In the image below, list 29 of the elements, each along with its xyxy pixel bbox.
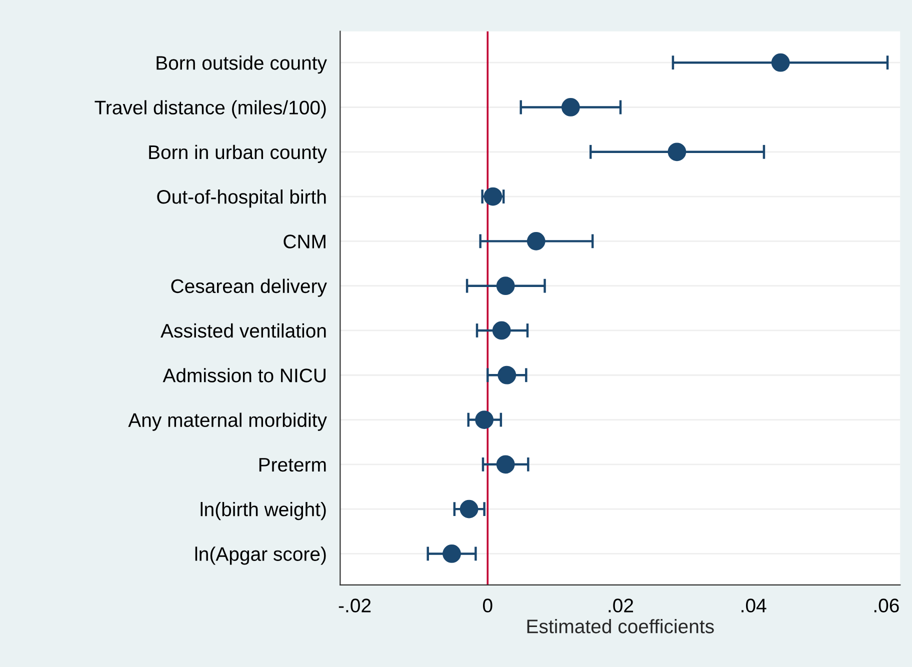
- point: [771, 53, 790, 72]
- y-tick-label: Any maternal morbidity: [128, 412, 327, 431]
- point: [460, 500, 478, 518]
- point: [442, 544, 461, 563]
- point: [668, 142, 686, 162]
- x-tick-label: .06: [874, 598, 899, 612]
- y-tick-label: Assisted ventilation: [160, 323, 326, 338]
- x-tick-label: 0: [482, 598, 492, 612]
- y-tick-label: Out-of-hospital birth: [157, 189, 326, 208]
- x-axis-title: Estimated coefficients: [527, 619, 714, 634]
- point: [498, 366, 516, 384]
- y-tick-label: Cesarean delivery: [171, 278, 327, 297]
- x-tick-label: .02: [608, 598, 634, 612]
- y-tick-label: ln(birth weight): [200, 502, 326, 520]
- y-tick-label: Preterm: [259, 458, 326, 472]
- point: [496, 455, 515, 474]
- y-tick-label: ln(Apgar score): [195, 546, 326, 565]
- y-tick-label: CNM: [284, 234, 326, 248]
- y-tick-label: Travel distance (miles/100): [94, 100, 326, 118]
- x-tick-label: .04: [742, 598, 766, 612]
- y-tick-label: Born in urban county: [149, 144, 327, 163]
- point: [526, 232, 546, 250]
- point: [475, 410, 494, 429]
- point: [496, 276, 515, 296]
- x-tick-label: -.02: [338, 598, 371, 612]
- point: [492, 321, 511, 340]
- point: [561, 98, 580, 116]
- y-tick-label: Born outside county: [156, 56, 327, 74]
- y-tick-label: Admission to NICU: [162, 368, 326, 382]
